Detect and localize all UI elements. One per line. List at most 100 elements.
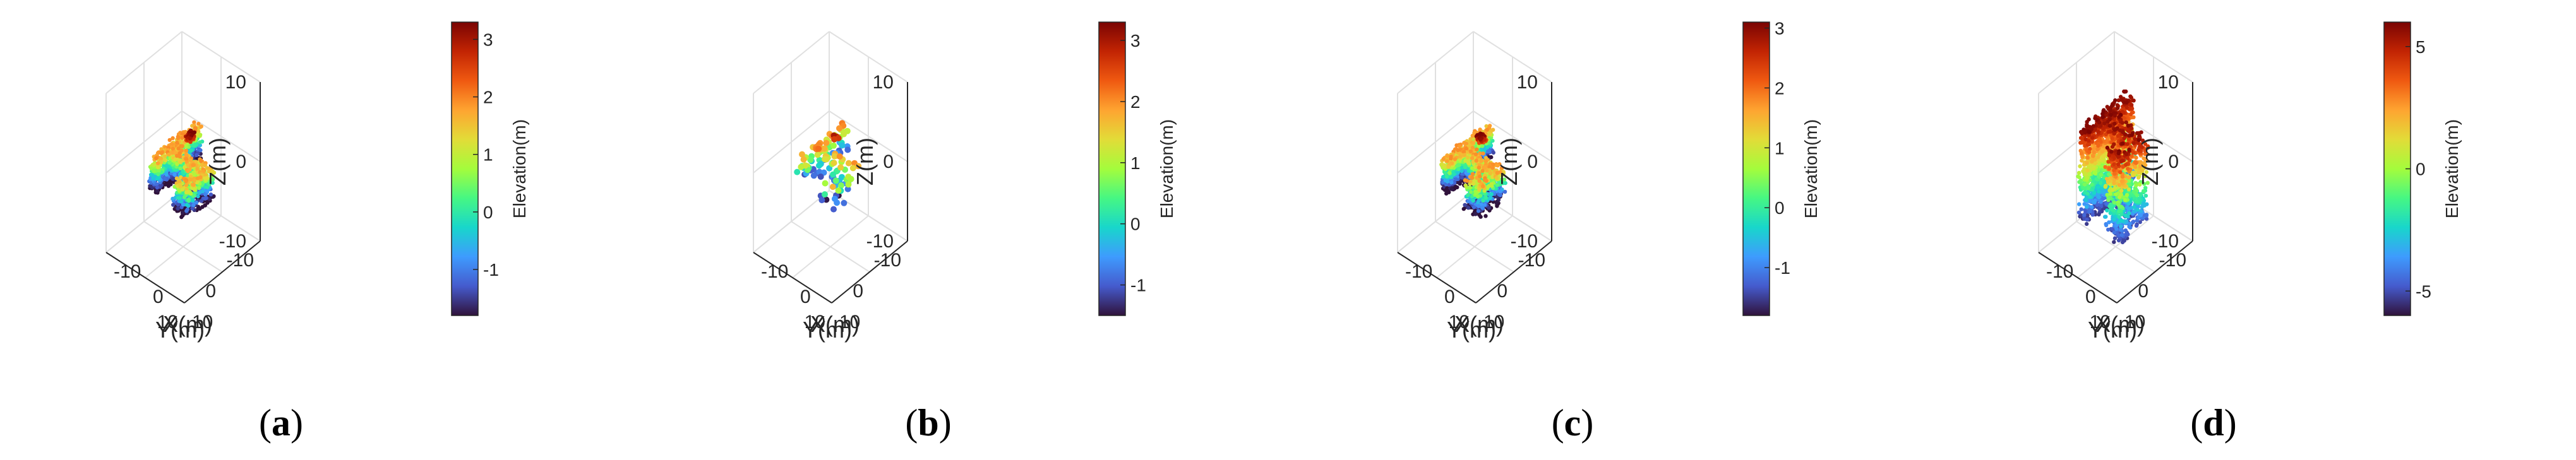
data-point xyxy=(156,172,160,177)
data-point xyxy=(159,151,164,155)
data-point xyxy=(1449,180,1454,185)
data-point xyxy=(1494,201,1499,205)
data-point xyxy=(1485,127,1489,132)
data-point xyxy=(831,136,838,143)
data-point xyxy=(800,156,807,163)
data-point xyxy=(177,189,182,193)
data-point xyxy=(837,164,844,171)
data-point xyxy=(2097,212,2101,217)
colorbar-tick-label: 1 xyxy=(483,145,493,165)
y-tick-label: 10 xyxy=(839,312,860,333)
data-point xyxy=(182,195,186,199)
data-point xyxy=(1502,177,1507,182)
data-point xyxy=(2102,121,2107,126)
colorbar-gradient xyxy=(451,21,479,316)
data-point xyxy=(2095,185,2100,189)
data-point xyxy=(2101,155,2106,159)
data-point xyxy=(148,172,153,177)
data-point xyxy=(1485,144,1490,149)
data-point xyxy=(1488,171,1492,175)
data-point xyxy=(2100,126,2106,131)
data-point xyxy=(845,160,852,167)
data-point xyxy=(162,177,167,182)
data-point xyxy=(1498,189,1502,194)
data-point xyxy=(2085,213,2090,218)
data-point xyxy=(2095,203,2099,208)
data-point xyxy=(196,186,201,191)
data-point xyxy=(184,179,188,184)
data-point xyxy=(180,136,184,140)
data-point xyxy=(1471,205,1477,209)
data-point xyxy=(171,177,175,181)
data-point xyxy=(1463,165,1468,170)
data-point xyxy=(2096,155,2100,160)
data-point xyxy=(1485,186,1490,191)
data-point xyxy=(2130,107,2135,111)
data-point xyxy=(203,192,208,197)
z-tick-label: 0 xyxy=(883,151,894,172)
data-point xyxy=(164,172,169,177)
data-point xyxy=(1445,179,1450,184)
point-cloud xyxy=(2076,89,2150,245)
data-point xyxy=(830,206,837,213)
panel-caption: (a) xyxy=(259,402,303,444)
data-point xyxy=(829,184,836,191)
z-axis-label: Z(m) xyxy=(205,138,231,186)
data-point xyxy=(1476,201,1480,205)
data-point xyxy=(1470,133,1475,138)
data-point xyxy=(192,179,196,183)
data-point xyxy=(2100,150,2105,154)
data-point xyxy=(184,183,189,187)
data-point xyxy=(2097,121,2102,125)
data-point xyxy=(180,144,184,148)
data-point xyxy=(152,169,156,174)
colorbar-label: Elevation(m) xyxy=(510,119,529,218)
data-point xyxy=(192,187,196,192)
data-point xyxy=(799,151,805,158)
data-point xyxy=(2099,172,2104,177)
data-point xyxy=(2079,207,2083,211)
data-point xyxy=(2124,105,2129,109)
data-point xyxy=(157,168,161,173)
y-tick-label: -10 xyxy=(761,261,788,282)
data-point xyxy=(1470,156,1475,160)
data-point xyxy=(1478,137,1483,142)
data-point xyxy=(192,144,196,148)
data-point xyxy=(1498,182,1503,186)
data-point xyxy=(188,139,193,144)
data-point xyxy=(1475,194,1480,199)
data-point xyxy=(195,153,199,157)
data-point xyxy=(191,203,196,208)
data-point xyxy=(186,169,190,174)
data-point xyxy=(1487,165,1492,169)
panel-b: -10010-10010-10010Z(m)X(m)Y(m)-10123Elev… xyxy=(753,21,1177,444)
data-point xyxy=(198,143,202,148)
data-point xyxy=(1495,183,1499,187)
data-point xyxy=(195,167,200,171)
data-point xyxy=(2085,124,2089,129)
data-point xyxy=(1476,204,1481,208)
data-point xyxy=(798,163,805,170)
data-point xyxy=(2116,106,2120,110)
data-point xyxy=(184,148,189,153)
data-point xyxy=(171,196,175,201)
data-point xyxy=(1477,144,1481,149)
z-axis-label: Z(m) xyxy=(1496,138,1522,186)
colorbar-gradient xyxy=(1098,21,1126,316)
data-point xyxy=(1474,158,1478,163)
data-point xyxy=(175,162,179,167)
data-point xyxy=(1480,205,1485,209)
y-tick-label: 10 xyxy=(1483,312,1504,333)
data-point xyxy=(830,171,836,178)
y-axis-label: Y(m) xyxy=(803,317,852,343)
data-point xyxy=(2115,103,2119,107)
data-point xyxy=(2093,171,2098,176)
data-point xyxy=(196,194,200,199)
data-point xyxy=(1449,156,1453,161)
z-tick-label: 10 xyxy=(225,72,246,93)
data-point xyxy=(1471,141,1475,146)
colorbar-tick-label: 0 xyxy=(1130,215,1141,234)
data-point xyxy=(198,148,203,153)
